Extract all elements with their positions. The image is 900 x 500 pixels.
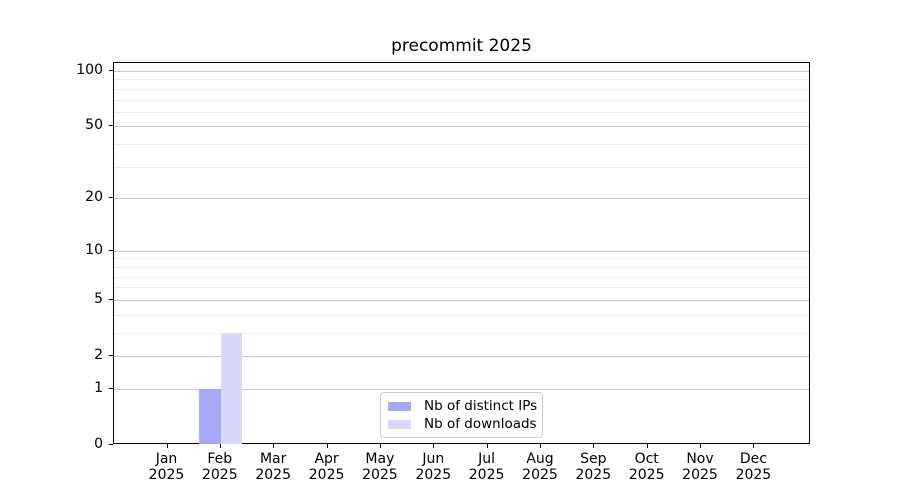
minor-gridline <box>114 258 809 260</box>
y-tick-mark <box>109 387 113 389</box>
x-tick-mark <box>379 444 381 448</box>
minor-gridline <box>114 276 809 278</box>
minor-gridline <box>114 314 809 316</box>
x-tick-mark <box>433 444 435 448</box>
major-gridline <box>114 356 809 357</box>
x-tick-mark <box>273 444 275 448</box>
major-gridline <box>114 71 809 72</box>
x-tick-mark <box>166 444 168 448</box>
y-tick-mark <box>109 355 113 356</box>
x-tick-mark <box>593 444 595 448</box>
x-tick-label: Oct 2025 <box>628 451 665 483</box>
major-gridline <box>114 299 809 301</box>
bar-downloads <box>220 332 243 444</box>
x-tick-label: Aug 2025 <box>522 451 558 483</box>
y-tick-label: 2 <box>94 347 103 363</box>
minor-gridline <box>114 144 809 146</box>
x-tick-mark <box>646 444 648 448</box>
x-tick-mark <box>753 444 755 448</box>
legend-item-downloads: Nb of downloads <box>388 416 537 432</box>
x-tick-label: Dec 2025 <box>735 451 772 483</box>
x-tick-label: Sep 2025 <box>575 451 612 483</box>
x-tick-label: Nov 2025 <box>682 451 718 483</box>
x-tick-label: Feb 2025 <box>201 451 238 483</box>
x-tick-mark <box>326 444 328 448</box>
major-gridline <box>114 126 809 128</box>
minor-gridline <box>114 79 809 81</box>
major-gridline <box>114 198 809 200</box>
minor-gridline <box>114 266 809 268</box>
plot-area <box>113 62 810 444</box>
minor-gridline <box>114 166 809 168</box>
x-tick-label: May 2025 <box>362 451 398 483</box>
minor-gridline <box>114 287 809 289</box>
y-tick-mark <box>109 444 113 445</box>
y-tick-mark <box>109 125 113 127</box>
y-tick-label: 1 <box>94 379 103 396</box>
y-tick-mark <box>109 197 113 199</box>
y-tick-label: 0 <box>94 436 103 452</box>
x-tick-label: Jan 2025 <box>148 451 185 483</box>
y-tick-label: 100 <box>76 62 103 78</box>
y-tick-label: 5 <box>94 290 103 307</box>
minor-gridline <box>114 88 809 90</box>
x-tick-label: Jul 2025 <box>468 451 505 483</box>
y-tick-label: 50 <box>85 117 103 134</box>
y-tick-label: 10 <box>85 241 103 258</box>
minor-gridline <box>114 111 809 113</box>
legend-swatch-distinct-ips <box>388 401 411 411</box>
x-tick-mark <box>219 444 221 448</box>
minor-gridline <box>114 99 809 101</box>
bar-distinct-ips <box>199 388 221 444</box>
x-tick-mark <box>540 444 541 448</box>
x-tick-mark <box>700 444 701 448</box>
chart-title: precommit 2025 <box>391 36 532 56</box>
legend: Nb of distinct IPs Nb of downloads <box>380 392 543 438</box>
legend-swatch-downloads <box>388 419 411 429</box>
legend-item-distinct-ips: Nb of distinct IPs <box>388 398 538 414</box>
y-tick-mark <box>109 298 113 300</box>
y-tick-mark <box>109 249 113 251</box>
x-tick-label: Jun 2025 <box>415 451 452 483</box>
major-gridline <box>114 250 809 252</box>
y-tick-label: 20 <box>85 189 103 206</box>
x-tick-label: Apr 2025 <box>308 451 345 483</box>
x-tick-mark <box>486 444 488 448</box>
y-tick-mark <box>109 70 113 71</box>
legend-label-downloads: Nb of downloads <box>424 416 537 432</box>
minor-gridline <box>114 332 809 334</box>
major-gridline <box>114 388 809 390</box>
legend-label-distinct-ips: Nb of distinct IPs <box>424 398 538 414</box>
x-tick-label: Mar 2025 <box>255 451 291 483</box>
